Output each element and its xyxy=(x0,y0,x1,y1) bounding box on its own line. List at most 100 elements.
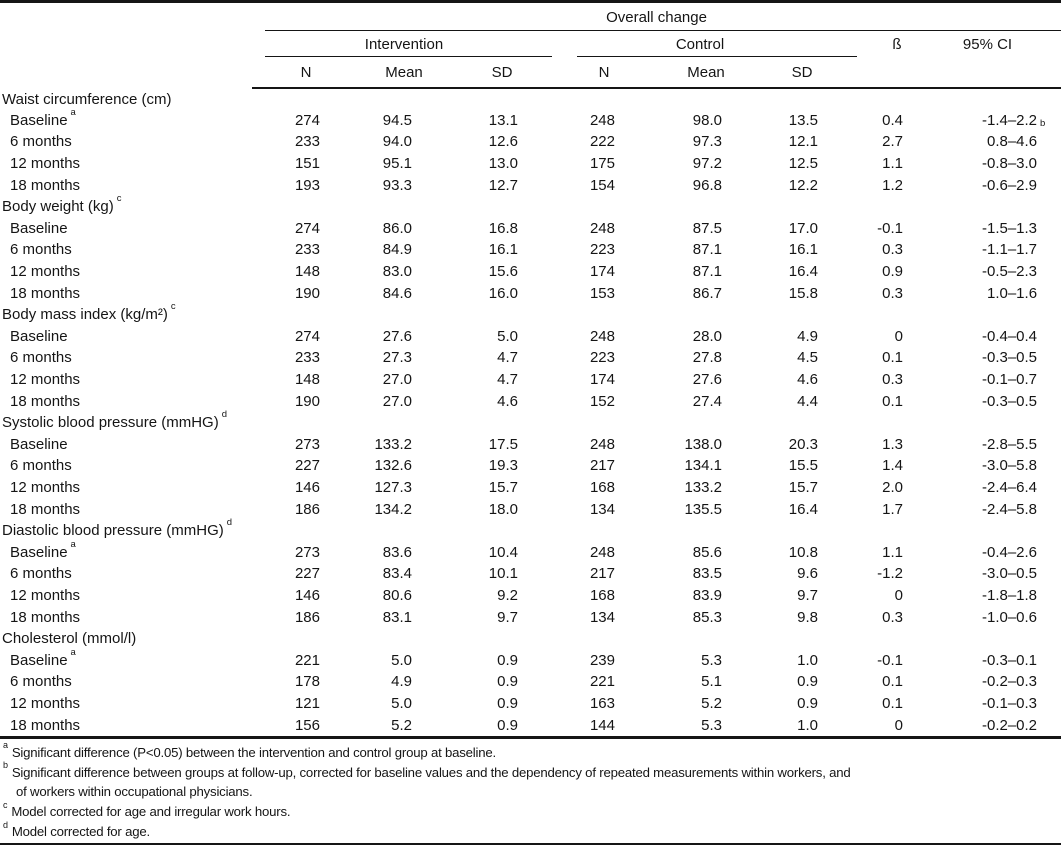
row-label: 12 months xyxy=(10,263,81,281)
cell-ci: -1.0–0.6 xyxy=(940,606,1061,628)
row-label: Baseline xyxy=(10,327,68,345)
footnote-marker: a xyxy=(3,740,8,751)
row-label: 18 months xyxy=(10,500,81,518)
cell-intervention-n: 190 xyxy=(294,284,320,302)
cell-control-n: 144 xyxy=(589,716,615,734)
cell-control-mean: 83.9 xyxy=(692,586,722,604)
cell-control-mean: 83.5 xyxy=(692,565,722,583)
cell-ci: -0.1–0.3 xyxy=(940,693,1061,715)
cell-intervention-sd: 10.1 xyxy=(488,565,518,583)
ci-value: -1.1–1.7 xyxy=(981,241,1038,259)
footnote-marker: b xyxy=(3,760,8,771)
cell-intervention-sd: 16.8 xyxy=(488,219,518,237)
cell-intervention-mean: 86.0 xyxy=(382,219,412,237)
cell-intervention-sd: 15.7 xyxy=(488,478,518,496)
cell-control-sd: 15.8 xyxy=(788,284,818,302)
cell-beta: 0 xyxy=(894,586,903,604)
cell-control-mean: 5.1 xyxy=(701,673,722,691)
cell-control-n: 163 xyxy=(589,694,615,712)
cell-control-n: 248 xyxy=(589,327,615,345)
row-label: 18 months xyxy=(10,392,81,410)
table-row: 6 months 227 83.4 10.1 217 83.5 9.6 -1.2 -3.0–0.… xyxy=(0,563,1061,585)
ci-value: 1.0–1.6 xyxy=(986,284,1038,302)
cell-intervention-n: 146 xyxy=(294,478,320,496)
cell-control-n: 152 xyxy=(589,392,615,410)
row-label: 12 months xyxy=(10,371,81,389)
cell-intervention-mean: 83.0 xyxy=(382,263,412,281)
cell-control-n: 217 xyxy=(589,565,615,583)
footnote-marker: a xyxy=(70,538,76,550)
cell-intervention-mean: 5.0 xyxy=(391,694,412,712)
cell-control-mean: 28.0 xyxy=(692,327,722,345)
ci-value: -0.4–0.4 xyxy=(981,327,1038,345)
row-label: 18 months xyxy=(10,284,81,302)
cell-intervention-n: 121 xyxy=(294,694,320,712)
intervention-n-header: N xyxy=(252,57,360,89)
row-label: 6 months xyxy=(10,133,72,151)
cell-intervention-sd: 13.1 xyxy=(488,111,518,129)
cell-control-n: 248 xyxy=(589,111,615,129)
cell-intervention-mean: 80.6 xyxy=(382,586,412,604)
cell-control-sd: 16.1 xyxy=(788,241,818,259)
ci-value: -0.2–0.2 xyxy=(981,716,1038,734)
cell-control-n: 174 xyxy=(589,371,615,389)
results-table: Overall change Intervention Control ß 95… xyxy=(0,3,1061,736)
cell-control-sd: 15.7 xyxy=(788,478,818,496)
ci-value: -3.0–0.5 xyxy=(981,565,1038,583)
cell-intervention-mean: 83.6 xyxy=(382,543,412,561)
cell-control-sd: 12.2 xyxy=(788,176,818,194)
cell-control-n: 223 xyxy=(589,349,615,367)
footnote-marker: c xyxy=(116,193,122,205)
cell-control-sd: 0.9 xyxy=(797,673,818,691)
cell-control-mean: 96.8 xyxy=(692,176,722,194)
footnote-marker: a xyxy=(70,106,76,118)
cell-control-mean: 133.2 xyxy=(684,478,722,496)
cell-intervention-n: 190 xyxy=(294,392,320,410)
row-label: Baseline xyxy=(10,219,68,237)
cell-intervention-sd: 4.6 xyxy=(497,392,518,410)
ci-value: -1.5–1.3 xyxy=(981,219,1038,237)
cell-intervention-sd: 5.0 xyxy=(497,327,518,345)
ci-value: 0.8–4.6 b xyxy=(986,118,1046,151)
cell-beta: 0.1 xyxy=(882,392,903,410)
footnote-marker: c xyxy=(170,301,176,313)
cell-control-mean: 87.5 xyxy=(692,219,722,237)
section-title: Waist circumference (cm) xyxy=(2,90,172,108)
cell-intervention-sd: 15.6 xyxy=(488,263,518,281)
row-label: 6 months xyxy=(10,241,72,259)
cell-intervention-mean: 132.6 xyxy=(374,457,412,475)
ci-value: -0.1–0.3 xyxy=(981,694,1038,712)
cell-intervention-mean: 84.6 xyxy=(382,284,412,302)
table-row: 12 months 121 5.0 0.9 163 5.2 0.9 0.1 -0.1–0.3 xyxy=(0,693,1061,715)
cell-control-n: 223 xyxy=(589,241,615,259)
cell-control-mean: 98.0 xyxy=(692,111,722,129)
cell-intervention-n: 233 xyxy=(294,241,320,259)
cell-control-n: 168 xyxy=(589,586,615,604)
cell-control-n: 134 xyxy=(589,608,615,626)
cell-ci: -0.4–0.4 xyxy=(940,326,1061,348)
control-sd-header: SD xyxy=(760,57,844,89)
ci-value: -2.4–6.4 xyxy=(981,478,1038,496)
cell-intervention-n: 221 xyxy=(294,651,320,669)
cell-ci: -2.8–5.5 xyxy=(940,434,1061,456)
cell-intervention-sd: 10.4 xyxy=(488,543,518,561)
cell-control-sd: 4.5 xyxy=(797,349,818,367)
cell-beta: 0.9 xyxy=(882,263,903,281)
table-row: 18 months 156 5.2 0.9 144 5.3 1.0 0 -0.2–0.2 xyxy=(0,714,1061,736)
table-row: 18 months 186 134.2 18.0 134 135.5 16.4 1.7 -2.4… xyxy=(0,498,1061,520)
footnote-marker: d xyxy=(226,517,233,529)
ci-value: -0.5–2.3 xyxy=(981,263,1038,281)
cell-intervention-n: 148 xyxy=(294,263,320,281)
ci-value: -3.0–5.8 xyxy=(981,457,1038,475)
table-row: 6 months 233 27.3 4.7 223 27.8 4.5 0.1 -0.3–0.5 xyxy=(0,347,1061,369)
table-row: 12 months 151 95.1 13.0 175 97.2 12.5 1.1 -0.8–3… xyxy=(0,153,1061,175)
ci-value: -0.3–0.5 xyxy=(981,392,1038,410)
cell-intervention-sd: 0.9 xyxy=(497,673,518,691)
cell-intervention-mean: 27.3 xyxy=(382,349,412,367)
beta-header-spacer xyxy=(844,57,940,89)
cell-control-sd: 1.0 xyxy=(797,716,818,734)
cell-beta: 0.1 xyxy=(882,673,903,691)
cell-intervention-sd: 16.1 xyxy=(488,241,518,259)
cell-control-n: 154 xyxy=(589,176,615,194)
row-label: 12 months xyxy=(10,694,81,712)
